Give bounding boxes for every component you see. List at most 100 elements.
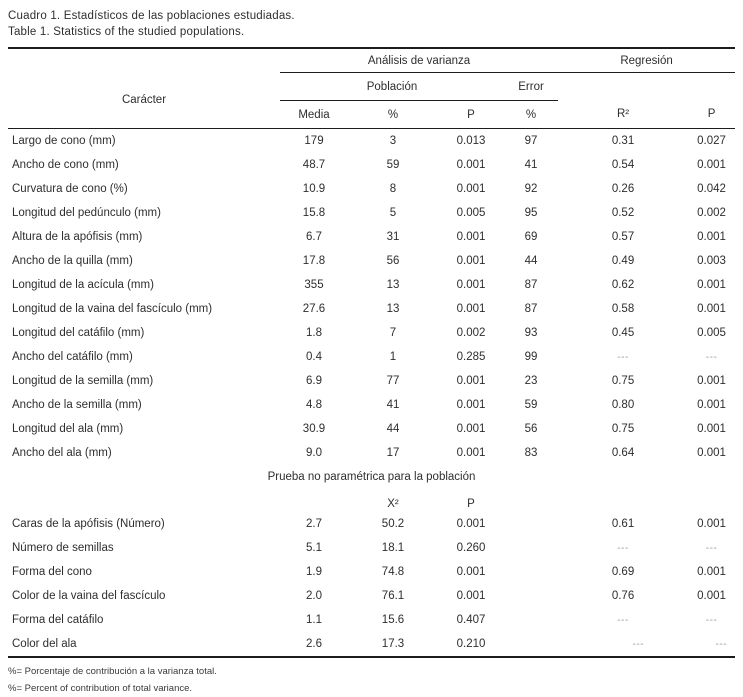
footnotes: %= Porcentaje de contribución a la varia… [8,663,735,697]
column-header-media: Media [280,100,348,129]
cell-pct-error: 87 [524,279,538,291]
cell-p-regression: --- [715,638,728,650]
cell-p: 0.001 [456,590,486,602]
table-row: Color del ala 2.6 17.3 0.210 --- --- [8,632,735,657]
table-row: Ancho del catáfilo (mm) 0.4 1 0.285 99 -… [8,345,735,369]
cell-p-poblacion: 0.001 [456,159,486,171]
cell-p-regression: --- [705,542,718,554]
cell-media: 1.8 [306,327,322,339]
cell-media: 0.4 [306,351,322,363]
cell-p-poblacion: 0.001 [456,255,486,267]
row-label: Ancho de cono (mm) [12,159,119,171]
cell-media: 5.1 [306,542,322,554]
cell-r2: 0.31 [611,135,635,147]
page: Cuadro 1. Estadísticos de las poblacione… [8,8,736,694]
cell-p-regression: 0.001 [697,590,726,602]
cell-pct-error: 56 [524,423,538,435]
column-header-caracter: Carácter [8,72,280,129]
cell-pct-poblacion: 1 [389,351,397,363]
group-header-regression: Regresión [558,48,736,73]
row-label: Largo de cono (mm) [12,135,116,147]
cell-r2: 0.49 [611,255,635,267]
group-header-anova: Análisis de varianza [280,48,559,73]
cell-r2: 0.57 [611,231,635,243]
cell-pct-error: 23 [524,375,538,387]
cell-p-poblacion: 0.001 [456,375,486,387]
cell-p-regression: 0.005 [697,327,726,339]
row-label: Color del ala [12,638,77,650]
cell-p-regression: --- [705,614,718,626]
table-row: Ancho de cono (mm) 48.7 59 0.001 41 0.54… [8,153,735,177]
cell-p-regression: 0.001 [697,566,726,578]
table-header: Análisis de varianza Regresión Carácter … [8,48,736,129]
table-row: Color de la vaina del fascículo 2.0 76.1… [8,584,735,608]
cell-p-regression: 0.001 [697,279,726,291]
cell-r2: 0.52 [611,207,635,219]
spacer-cell [280,489,348,512]
sub-header-error: Error [504,72,559,101]
cell-pct-error: 95 [524,207,538,219]
cell-p-regression: 0.042 [697,183,726,195]
cell-pct-error: 83 [524,447,538,459]
cell-p-regression: 0.001 [697,231,726,243]
row-label: Longitud del catáfilo (mm) [12,327,145,339]
row-label: Longitud de la acícula (mm) [12,279,154,291]
cell-r2: --- [617,542,629,554]
cell-p-poblacion: 0.001 [456,399,486,411]
cell-p-regression: 0.001 [697,423,726,435]
cell-empty [504,512,558,536]
cell-p: 0.001 [456,518,486,530]
table-row: Número de semillas 5.1 18.1 0.260 --- --… [8,536,735,560]
row-label: Forma del cono [12,566,92,578]
cell-p: 0.001 [456,566,486,578]
cell-p-poblacion: 0.001 [456,183,486,195]
cell-r2: 0.69 [611,566,635,578]
cell-pct-poblacion: 41 [386,399,400,411]
cell-r2: 0.64 [611,447,635,459]
cell-r2: 0.45 [611,327,635,339]
sub-header-poblacion: Población [280,72,504,101]
cell-pct-error: 69 [524,231,538,243]
table-row: Longitud del pedúnculo (mm) 15.8 5 0.005… [8,201,735,225]
nonparametric-header-body: Prueba no paramétrica para la población … [8,465,735,512]
cell-x2: 76.1 [381,590,405,602]
cell-pct-poblacion: 5 [389,207,397,219]
cell-r2: 0.62 [611,279,635,291]
table-row: Longitud del ala (mm) 30.9 44 0.001 56 0… [8,417,735,441]
cell-media: 17.8 [302,255,326,267]
spacer-cell [558,73,735,101]
cell-media: 2.6 [306,638,322,650]
table-caption-en: Table 1. Statistics of the studied popul… [8,26,245,38]
spacer-cell [8,489,280,512]
cell-empty [504,632,558,657]
row-label: Altura de la apófisis (mm) [12,231,143,243]
column-header-p-nonparametric: P [467,498,475,510]
table-row: Altura de la apófisis (mm) 6.7 31 0.001 … [8,225,735,249]
cell-media: 48.7 [302,159,326,171]
cell-r2: --- [617,614,629,626]
cell-p-poblacion: 0.002 [456,327,486,339]
cell-media: 1.9 [306,566,322,578]
spacer-cell [504,489,558,512]
row-label: Ancho de la semilla (mm) [12,399,142,411]
sub-group-header-row: Carácter Población Error [8,72,735,129]
nonparametric-rows-body: Caras de la apófisis (Número) 2.7 50.2 0… [8,512,735,657]
column-header-r2: R² [558,100,689,129]
cell-p-regression: 0.003 [697,255,726,267]
cell-media: 1.1 [306,614,322,626]
cell-r2: --- [632,638,645,650]
row-label: Ancho de la quilla (mm) [12,255,133,267]
cell-pct-error: 87 [524,303,538,315]
cell-media: 2.0 [306,590,322,602]
cell-pct-poblacion: 7 [389,327,397,339]
table-caption: Cuadro 1. Estadísticos de las poblacione… [8,8,735,40]
cell-x2: 17.3 [381,638,405,650]
cell-media: 355 [304,279,324,291]
column-header-p-regression: P [688,100,736,129]
cell-empty [504,608,558,632]
cell-empty [504,560,558,584]
cell-r2: 0.61 [611,518,635,530]
row-label: Curvatura de cono (%) [12,183,128,195]
row-label: Longitud del ala (mm) [12,423,124,435]
column-header-p-poblacion: P [438,100,504,129]
